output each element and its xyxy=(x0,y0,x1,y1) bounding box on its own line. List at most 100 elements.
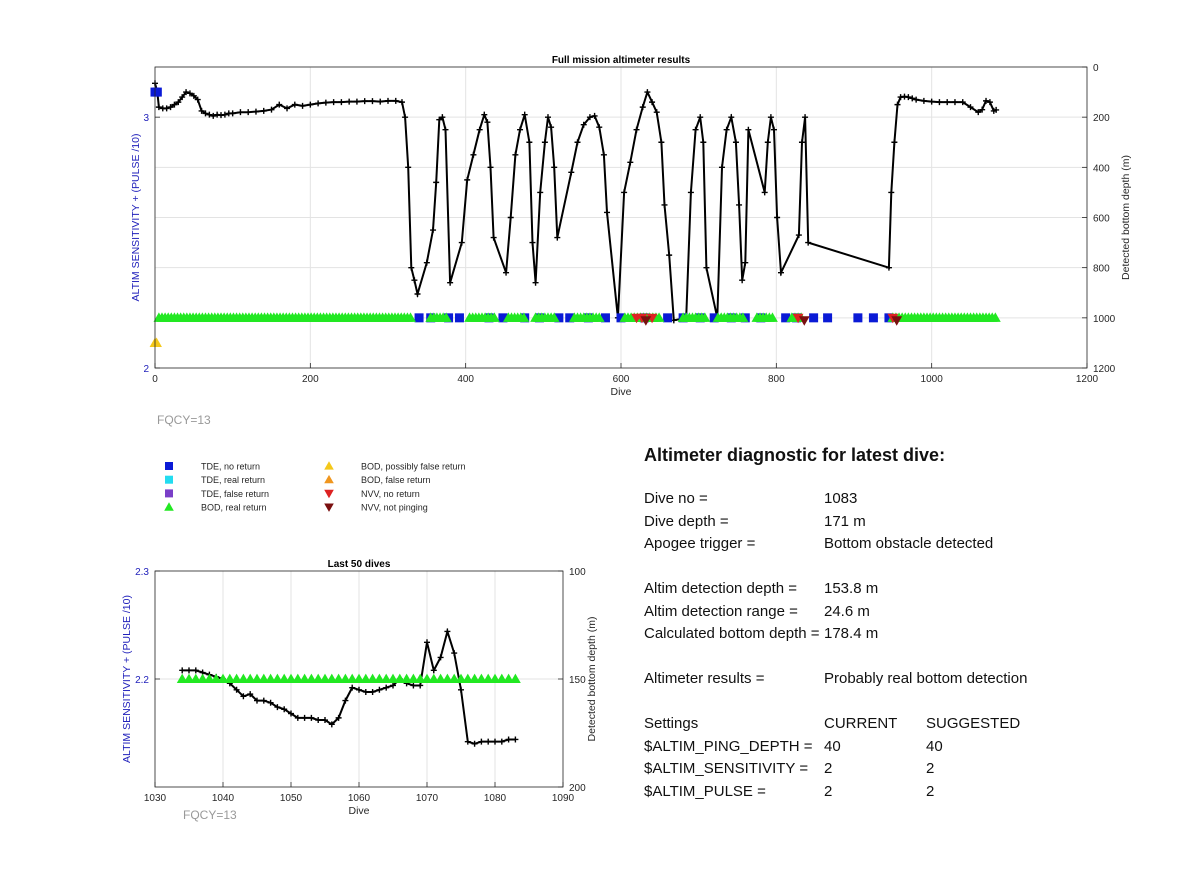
legend-marker xyxy=(324,474,334,484)
x-axis-label: Dive xyxy=(610,386,631,398)
legend-label: NVV, no return xyxy=(361,489,420,499)
marker-square xyxy=(809,313,819,323)
marker-square xyxy=(884,313,894,323)
results-row: Altimeter results = Probably real bottom… xyxy=(644,668,1184,691)
depth-point xyxy=(653,109,660,116)
depth-point xyxy=(315,717,322,724)
x-tick-label: 200 xyxy=(302,374,319,385)
depth-point xyxy=(544,114,551,121)
bod-real-return-marker xyxy=(989,312,1001,322)
y2-tick-label: 800 xyxy=(1093,264,1110,275)
depth-point xyxy=(905,94,912,101)
bod-real-return-marker xyxy=(489,312,500,322)
bod-real-return-marker xyxy=(251,673,263,684)
y-tick-label: 2.2 xyxy=(135,675,149,686)
depth-point xyxy=(975,109,982,116)
depth-point xyxy=(920,97,927,104)
depth-point xyxy=(739,277,746,284)
bod-real-return-marker xyxy=(440,312,452,322)
y2-axis-label: Detected bottom depth (m) xyxy=(1120,155,1132,280)
dive-no-value: 1083 xyxy=(824,490,858,507)
bod-real-return-marker xyxy=(238,673,249,684)
depth-point xyxy=(288,710,294,717)
depth-point xyxy=(163,105,170,112)
depth-point xyxy=(308,714,315,721)
depth-point xyxy=(736,201,743,208)
bod-real-return-marker xyxy=(210,673,222,684)
depth-point xyxy=(315,100,322,107)
depth-point xyxy=(410,682,417,689)
depth-point xyxy=(436,116,443,123)
marker-square xyxy=(853,313,863,323)
setting-name: $ALTIM_PING_DEPTH = xyxy=(644,737,813,755)
depth-point xyxy=(944,99,951,106)
depth-point xyxy=(284,105,291,112)
bod-real-return-marker xyxy=(401,673,412,684)
y2-tick-label: 1200 xyxy=(1093,364,1116,375)
depth-point xyxy=(936,99,943,106)
results-value: Probably real bottom detection xyxy=(824,670,1028,687)
bod-real-return-marker xyxy=(333,673,344,684)
bod-real-return-marker xyxy=(489,673,501,684)
dive-depth-label: Dive depth = xyxy=(644,512,729,530)
marker-triangle-up xyxy=(151,337,162,347)
y2-tick-label: 400 xyxy=(1093,163,1110,174)
legend-label: TDE, no return xyxy=(201,462,260,472)
depth-point xyxy=(507,214,514,221)
marker-triangle-down xyxy=(646,313,658,324)
depth-point xyxy=(692,126,699,133)
setting-suggested: 2 xyxy=(926,760,935,777)
depth-point xyxy=(512,736,519,743)
bod-real-return-marker xyxy=(455,673,467,684)
depth-point xyxy=(471,740,478,747)
marker-square xyxy=(709,313,719,323)
legend: TDE, no return TDE, real return TDE, false… xyxy=(164,461,466,513)
suggested-header: SUGGESTED xyxy=(926,715,1021,732)
depth-point xyxy=(983,97,990,104)
depth-point xyxy=(703,264,710,271)
legend-marker xyxy=(324,489,334,499)
depth-point xyxy=(268,106,275,113)
apogee-value: Bottom obstacle detected xyxy=(824,535,994,552)
series-detected-bottom-depth xyxy=(152,80,1000,324)
bod-real-return-marker xyxy=(405,312,416,322)
depth-point xyxy=(795,232,802,239)
depth-point xyxy=(732,139,739,146)
depth-point xyxy=(322,717,328,724)
depth-point xyxy=(267,699,274,706)
depth-point xyxy=(430,227,437,234)
setting-name: $ALTIM_SENSITIVITY = xyxy=(644,760,809,777)
depth-point xyxy=(723,126,730,133)
depth-point xyxy=(385,97,391,104)
legend-item: BOD, possibly false return xyxy=(324,461,466,472)
bod-real-return-marker xyxy=(374,673,385,684)
depth-point xyxy=(167,104,174,111)
bod-real-return-marker xyxy=(319,673,331,684)
depth-point xyxy=(276,101,283,108)
depth-point xyxy=(322,99,329,106)
depth-point xyxy=(444,628,451,635)
x-tick-label: 1200 xyxy=(1076,374,1099,385)
depth-point xyxy=(260,107,267,114)
depth-point xyxy=(186,667,192,674)
bod-real-return-marker xyxy=(469,673,480,684)
bod-real-return-marker xyxy=(360,673,372,684)
depth-point xyxy=(254,697,260,704)
bod-real-return-marker xyxy=(190,673,202,684)
legend-label: NVV, not pinging xyxy=(361,503,428,513)
bod-real-return-marker xyxy=(414,673,426,684)
y-tick-label: 3 xyxy=(143,113,149,124)
chart-title: Full mission altimeter results xyxy=(552,55,691,66)
depth-point xyxy=(233,686,240,693)
bod-real-return-marker xyxy=(510,673,521,684)
setting-current: 40 xyxy=(824,737,841,755)
det-range-value: 24.6 m xyxy=(824,602,870,620)
bod-real-return-marker xyxy=(503,673,514,684)
y-axis-label: ALTIM SENSITIVITY + (PULSE /10) xyxy=(130,134,142,302)
depth-point xyxy=(526,139,533,146)
marker-square xyxy=(565,313,575,323)
x-tick-label: 800 xyxy=(768,374,785,385)
depth-point xyxy=(237,109,244,116)
depth-point xyxy=(909,95,916,102)
